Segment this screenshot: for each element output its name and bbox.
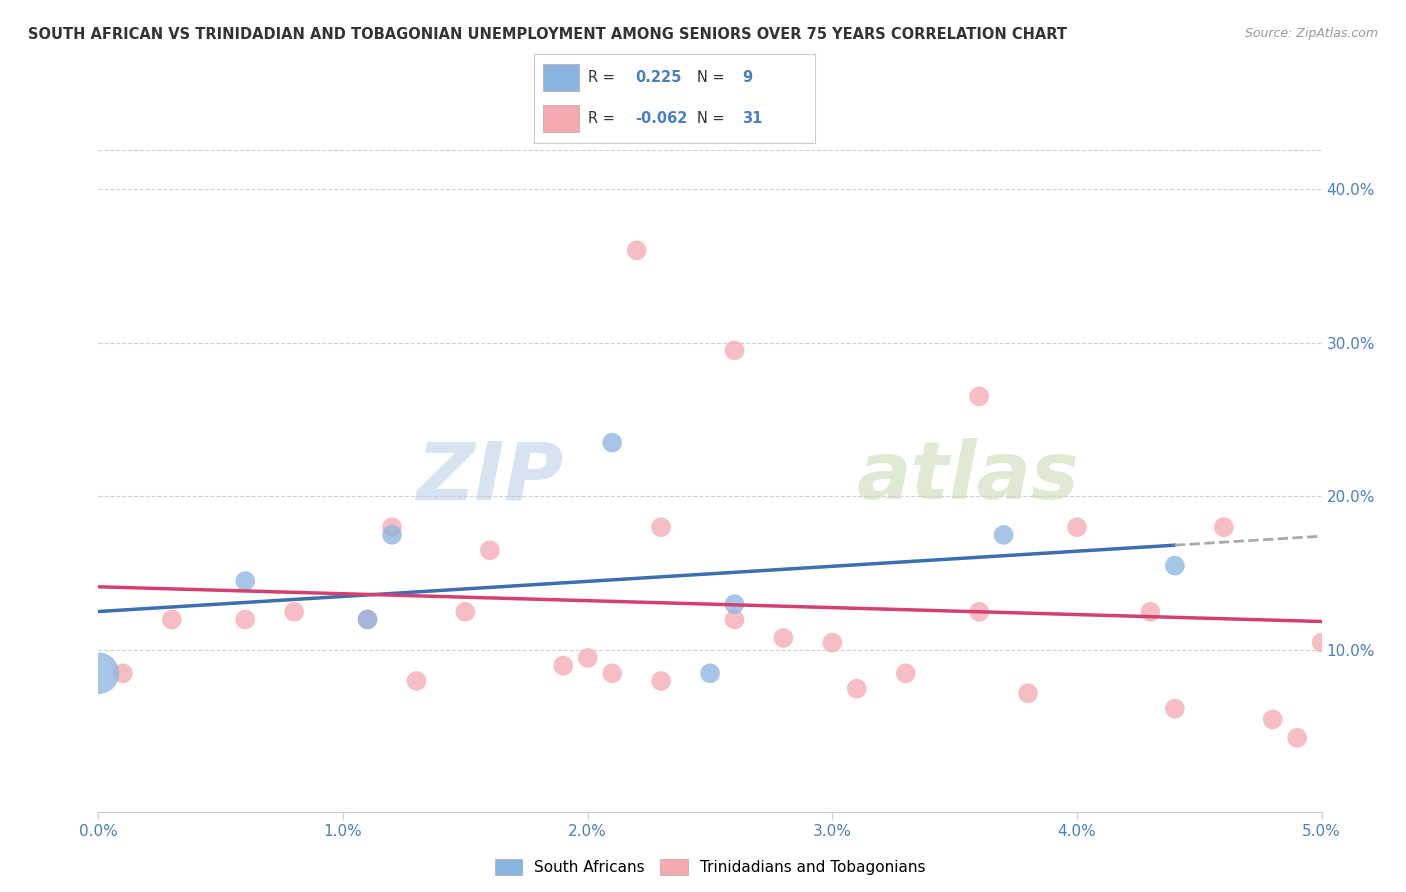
Point <box>356 612 378 626</box>
Text: ZIP: ZIP <box>416 438 564 516</box>
Point <box>454 605 477 619</box>
Point <box>772 631 794 645</box>
Text: Source: ZipAtlas.com: Source: ZipAtlas.com <box>1244 27 1378 40</box>
Point <box>1310 635 1333 649</box>
Point <box>600 435 623 450</box>
Text: R =: R = <box>588 112 614 126</box>
Point <box>356 612 378 626</box>
Point <box>381 520 404 534</box>
Point <box>576 651 599 665</box>
Text: -0.062: -0.062 <box>636 112 688 126</box>
Point <box>967 605 990 619</box>
Text: R =: R = <box>588 70 614 85</box>
Point <box>1261 713 1284 727</box>
Point <box>233 574 256 588</box>
Point <box>405 673 427 688</box>
Point <box>993 528 1015 542</box>
Point <box>111 666 134 681</box>
Point <box>967 389 990 403</box>
Point <box>1066 520 1088 534</box>
Text: N =: N = <box>697 112 725 126</box>
Point <box>699 666 721 681</box>
Text: 0.225: 0.225 <box>636 70 682 85</box>
Point <box>845 681 868 696</box>
Point <box>1212 520 1234 534</box>
Point <box>160 612 183 626</box>
Point <box>650 520 672 534</box>
Point <box>723 612 745 626</box>
Point <box>478 543 501 558</box>
Point <box>233 612 256 626</box>
Text: 31: 31 <box>742 112 762 126</box>
Point <box>626 244 648 258</box>
Point <box>894 666 917 681</box>
FancyBboxPatch shape <box>543 105 579 132</box>
Text: SOUTH AFRICAN VS TRINIDADIAN AND TOBAGONIAN UNEMPLOYMENT AMONG SENIORS OVER 75 Y: SOUTH AFRICAN VS TRINIDADIAN AND TOBAGON… <box>28 27 1067 42</box>
Point <box>821 635 844 649</box>
Point <box>1139 605 1161 619</box>
Text: N =: N = <box>697 70 725 85</box>
Point <box>600 666 623 681</box>
Point <box>1164 558 1187 573</box>
Legend: South Africans, Trinidadians and Tobagonians: South Africans, Trinidadians and Tobagon… <box>488 853 932 881</box>
Point <box>723 597 745 611</box>
Point <box>1017 686 1039 700</box>
Point <box>381 528 404 542</box>
Text: atlas: atlas <box>856 438 1080 516</box>
Point <box>553 658 575 673</box>
Point <box>650 673 672 688</box>
Point <box>1164 701 1187 715</box>
Point <box>1286 731 1309 745</box>
FancyBboxPatch shape <box>543 64 579 91</box>
Text: 9: 9 <box>742 70 752 85</box>
Point <box>283 605 305 619</box>
Point <box>723 343 745 358</box>
Point <box>87 666 110 681</box>
